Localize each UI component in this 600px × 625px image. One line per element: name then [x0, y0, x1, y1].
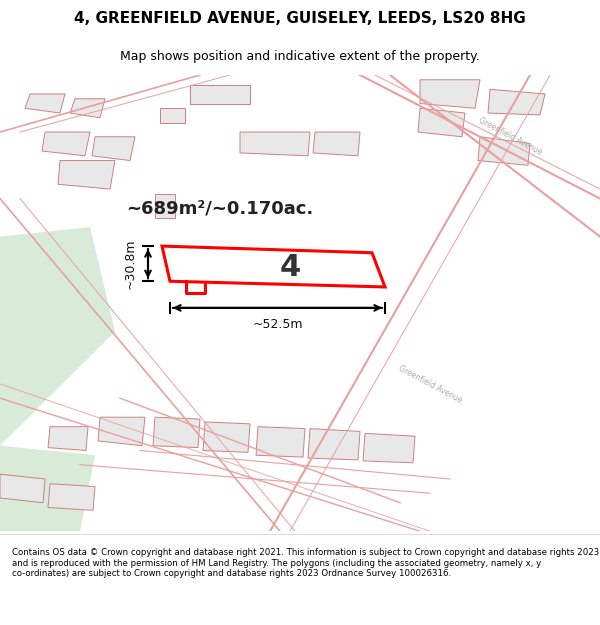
Polygon shape	[418, 108, 465, 137]
Polygon shape	[160, 108, 185, 122]
Text: Greenfield Avenue: Greenfield Avenue	[477, 116, 543, 158]
Text: Greenfield Avenue: Greenfield Avenue	[397, 363, 463, 404]
Polygon shape	[70, 99, 105, 118]
Text: Map shows position and indicative extent of the property.: Map shows position and indicative extent…	[120, 50, 480, 62]
Polygon shape	[42, 132, 90, 156]
Text: ~689m²/~0.170ac.: ~689m²/~0.170ac.	[127, 199, 314, 217]
Text: ~52.5m: ~52.5m	[252, 319, 303, 331]
Polygon shape	[488, 89, 545, 115]
Polygon shape	[155, 194, 175, 218]
Polygon shape	[0, 227, 115, 446]
Polygon shape	[478, 137, 530, 165]
Polygon shape	[98, 418, 145, 446]
Polygon shape	[153, 418, 200, 447]
Polygon shape	[190, 84, 250, 104]
Polygon shape	[58, 161, 115, 189]
Text: 4: 4	[280, 254, 301, 282]
Text: Contains OS data © Crown copyright and database right 2021. This information is : Contains OS data © Crown copyright and d…	[12, 548, 599, 578]
Polygon shape	[363, 433, 415, 462]
Polygon shape	[308, 429, 360, 460]
Polygon shape	[256, 427, 305, 457]
Polygon shape	[240, 132, 310, 156]
Text: 4, GREENFIELD AVENUE, GUISELEY, LEEDS, LS20 8HG: 4, GREENFIELD AVENUE, GUISELEY, LEEDS, L…	[74, 11, 526, 26]
Polygon shape	[48, 427, 88, 451]
Polygon shape	[0, 474, 45, 502]
Polygon shape	[25, 94, 65, 113]
Polygon shape	[203, 422, 250, 452]
Polygon shape	[48, 484, 95, 511]
Text: ~30.8m: ~30.8m	[124, 238, 137, 289]
Polygon shape	[420, 80, 480, 108]
Polygon shape	[0, 446, 95, 531]
Polygon shape	[92, 137, 135, 161]
Polygon shape	[313, 132, 360, 156]
